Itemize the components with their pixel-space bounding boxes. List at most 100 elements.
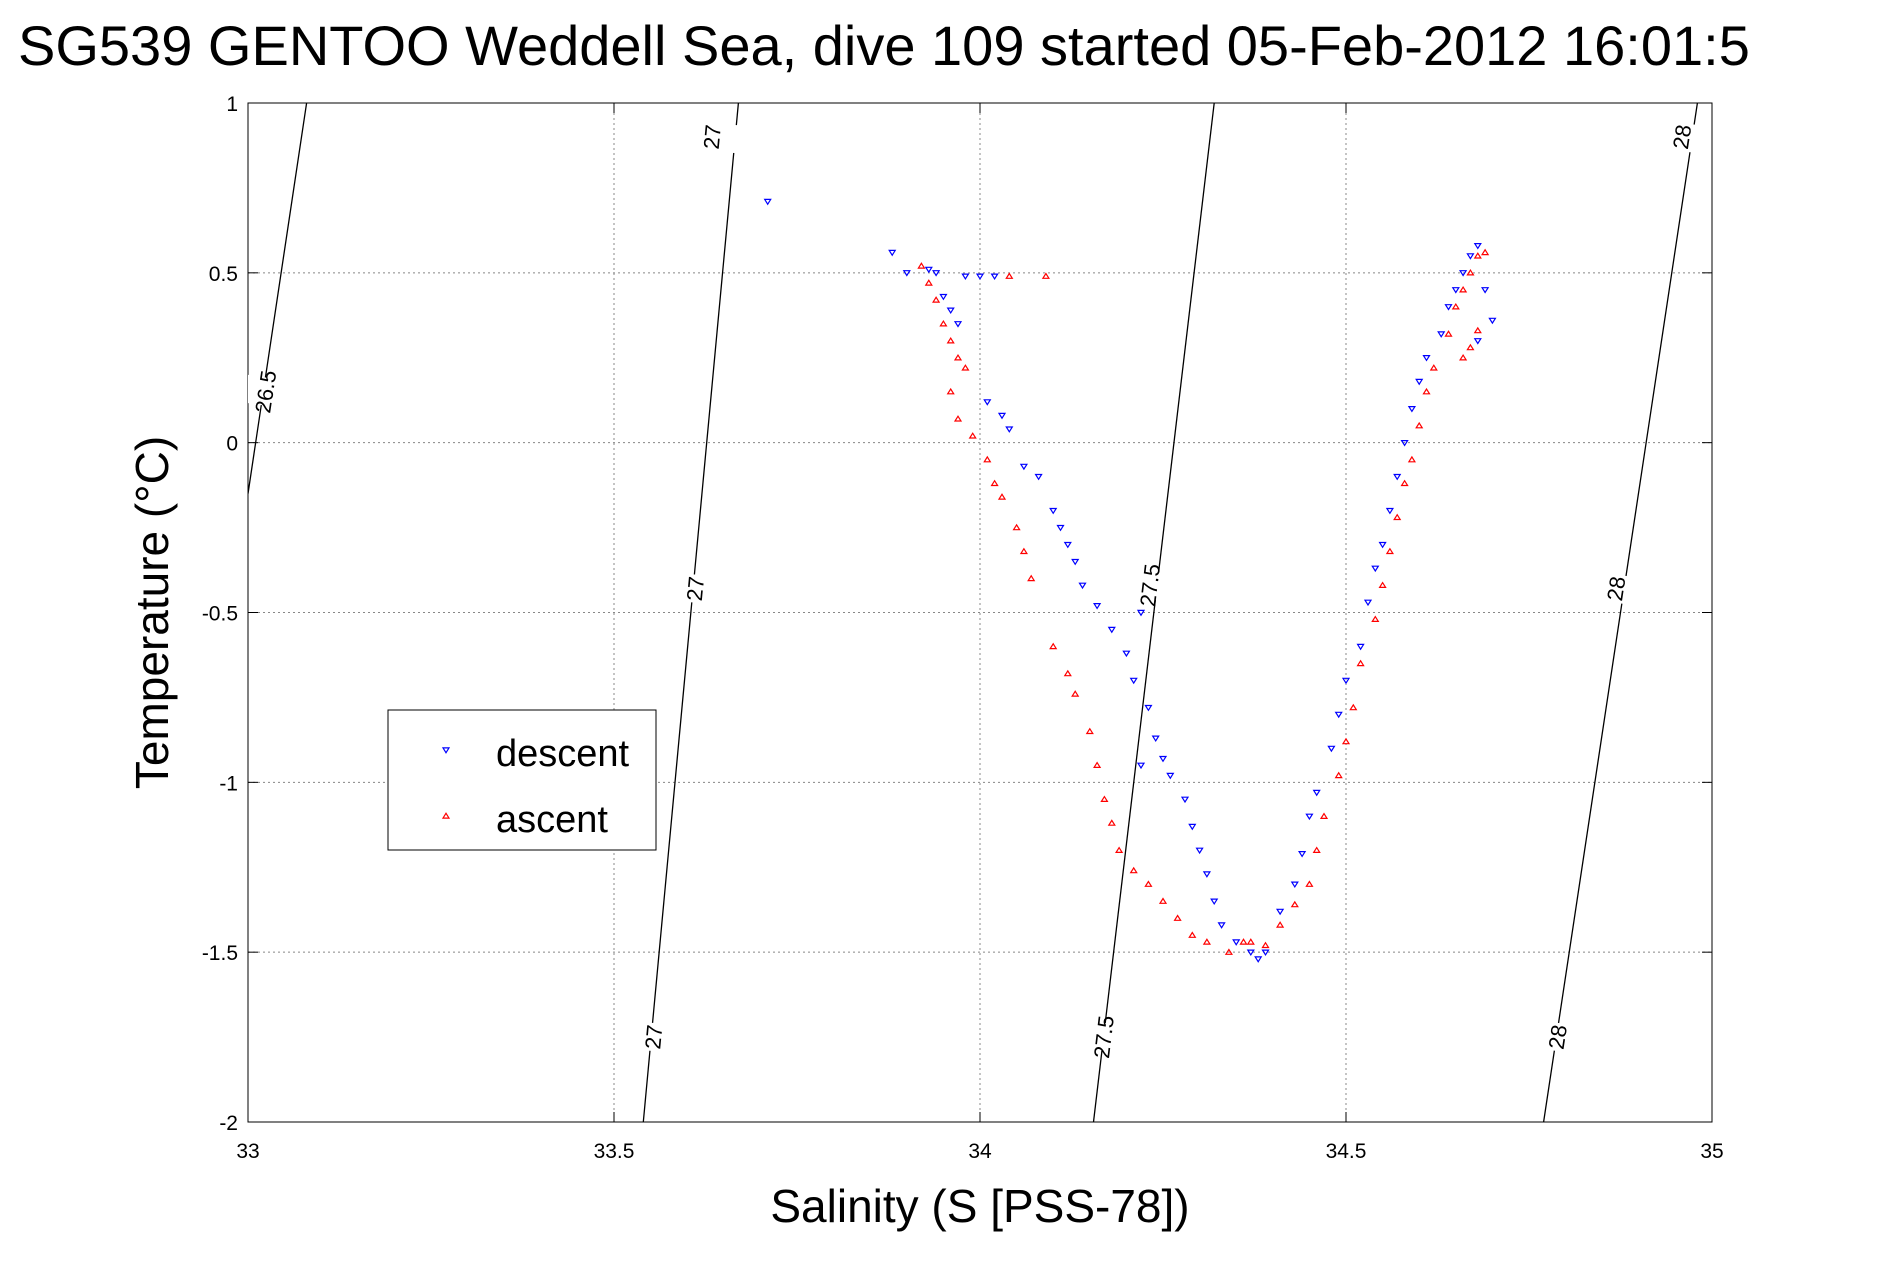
descent-point bbox=[1136, 762, 1146, 770]
ascent-point bbox=[1429, 364, 1438, 371]
descent-point bbox=[1276, 908, 1285, 916]
descent-point bbox=[1217, 922, 1226, 929]
ascent-point bbox=[1319, 812, 1329, 820]
ascent-point bbox=[1349, 703, 1358, 711]
ascent-point bbox=[1027, 574, 1036, 582]
descent-point bbox=[1019, 463, 1028, 471]
density-contour-label: 26.5 bbox=[250, 369, 281, 415]
density-contour-label: 27.5 bbox=[1089, 1014, 1119, 1059]
descent-point bbox=[983, 399, 992, 406]
descent-point bbox=[1466, 253, 1475, 260]
descent-point bbox=[888, 249, 897, 257]
descent-point bbox=[1144, 704, 1153, 712]
density-contour-line bbox=[1542, 103, 1699, 1122]
legend: descent ascent bbox=[387, 709, 657, 851]
descent-point bbox=[1422, 355, 1431, 362]
descent-point bbox=[990, 273, 999, 281]
descent-point bbox=[1385, 507, 1394, 515]
ascent-point bbox=[1473, 252, 1482, 259]
x-tick-label: 35 bbox=[1700, 1140, 1723, 1163]
ascent-point bbox=[1385, 547, 1394, 555]
ascent-point bbox=[1158, 897, 1168, 904]
descent-point bbox=[1151, 735, 1160, 743]
y-axis-title: Temperature (°C) bbox=[126, 436, 178, 789]
ascent-point bbox=[1041, 272, 1050, 279]
ascent-point bbox=[1459, 353, 1468, 361]
y-tick-label: 0 bbox=[226, 433, 238, 456]
legend-label-ascent: ascent bbox=[496, 799, 608, 841]
descent-point bbox=[975, 273, 985, 281]
density-contour-line bbox=[1092, 103, 1215, 1122]
legend-marker-descent bbox=[441, 747, 451, 754]
ascent-point bbox=[961, 364, 970, 371]
density-contour-label-bg bbox=[629, 1020, 680, 1054]
density-contour-label: 28 bbox=[1602, 575, 1630, 603]
ascent-point bbox=[1341, 737, 1351, 745]
descent-point bbox=[1129, 677, 1138, 685]
ascent-point bbox=[1224, 948, 1233, 955]
ascent-point bbox=[1290, 900, 1299, 908]
descent-point bbox=[1136, 609, 1146, 617]
legend-marker-ascent bbox=[441, 812, 451, 819]
descent-point bbox=[1195, 847, 1204, 855]
ascent-point bbox=[1202, 938, 1211, 945]
ascent-point bbox=[1115, 846, 1124, 854]
descent-point bbox=[1400, 440, 1409, 447]
density-contour-label: 28 bbox=[1544, 1023, 1572, 1051]
ascent-point bbox=[946, 336, 955, 344]
density-contour-label: 27.5 bbox=[1135, 563, 1165, 608]
ascent-point bbox=[1100, 795, 1109, 803]
chart-title: SG539 GENTOO Weddell Sea, dive 109 start… bbox=[18, 14, 1750, 77]
descent-point bbox=[902, 270, 911, 277]
descent-point bbox=[946, 307, 955, 315]
descent-point bbox=[997, 412, 1007, 420]
density-contour-label-bg bbox=[1591, 571, 1643, 607]
ascent-point bbox=[1422, 387, 1431, 395]
x-tick-label: 33 bbox=[236, 1140, 259, 1163]
descent-point bbox=[924, 266, 933, 274]
ascent-point bbox=[1071, 690, 1080, 697]
descent-point bbox=[1473, 243, 1482, 250]
ascent-point bbox=[1129, 866, 1138, 874]
ascent-point bbox=[1012, 523, 1021, 531]
ascent-point bbox=[953, 353, 963, 361]
ascent-point bbox=[1334, 771, 1343, 779]
descent-point bbox=[1122, 650, 1131, 658]
descent-point bbox=[1063, 541, 1072, 549]
legend-label-descent: descent bbox=[496, 733, 630, 775]
descent-point bbox=[1341, 677, 1351, 685]
x-tick-label: 34 bbox=[968, 1140, 992, 1163]
plot-area: 33 33.5 34 34.5 35-2-1.5-1-0.500.5126.527272… bbox=[202, 93, 1724, 1163]
descent-point bbox=[1261, 949, 1270, 957]
ascent-point bbox=[1356, 659, 1365, 667]
descent-point bbox=[1437, 331, 1446, 338]
y-tick-label: 0.5 bbox=[209, 263, 238, 286]
data-points bbox=[763, 198, 1497, 963]
y-tick-label: -2 bbox=[219, 1112, 238, 1135]
ascent-point bbox=[1415, 421, 1424, 429]
ascent-point bbox=[1312, 846, 1321, 854]
ascent-point bbox=[1049, 642, 1058, 650]
descent-point bbox=[1481, 287, 1490, 294]
density-contour-label-bg bbox=[1532, 1019, 1585, 1055]
descent-point bbox=[1451, 287, 1460, 294]
density-contours: 26.5 27 27 27 27.5 27.5 28 28 28 bbox=[248, 103, 1709, 1122]
ascent-point bbox=[997, 493, 1007, 500]
descent-point bbox=[1166, 772, 1175, 780]
y-tick-label: -1 bbox=[219, 772, 238, 795]
descent-point bbox=[1393, 473, 1402, 481]
series-ascent bbox=[917, 248, 1490, 955]
ascent-point bbox=[1473, 326, 1482, 334]
density-contour-label-bg bbox=[1125, 568, 1177, 603]
ascent-point bbox=[939, 319, 948, 327]
ascent-point bbox=[1305, 880, 1314, 887]
descent-point bbox=[1298, 850, 1307, 858]
density-contour-label: 27 bbox=[640, 1024, 667, 1051]
descent-point bbox=[1488, 317, 1497, 325]
descent-point bbox=[1290, 881, 1299, 889]
descent-point bbox=[1107, 626, 1116, 634]
descent-point bbox=[1305, 813, 1314, 821]
ascent-point bbox=[1063, 669, 1072, 677]
descent-point bbox=[1202, 871, 1211, 878]
series-descent bbox=[763, 198, 1497, 963]
